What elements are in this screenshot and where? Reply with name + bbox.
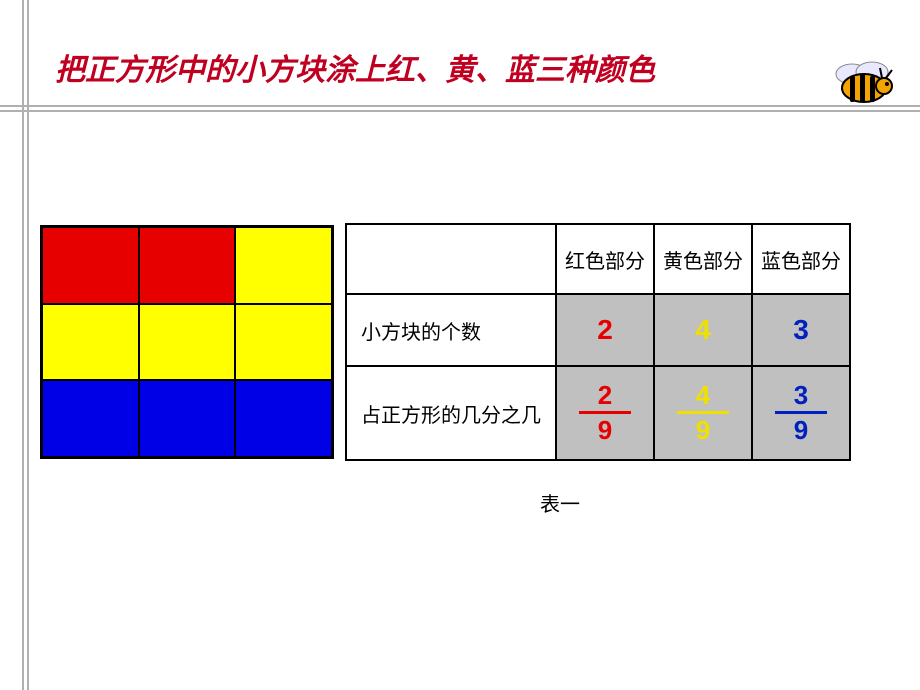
count-red: 2 <box>556 294 654 366</box>
grid-cell-yellow <box>42 304 139 381</box>
page-title: 把正方形中的小方块涂上红、黄、蓝三种颜色 <box>55 45 655 89</box>
grid-cell-red <box>42 227 139 304</box>
row-fraction-label: 占正方形的几分之几 <box>346 366 556 460</box>
bee-icon <box>830 58 900 106</box>
header-red: 红色部分 <box>556 224 654 294</box>
fraction-bar <box>579 411 631 414</box>
data-table: 红色部分 黄色部分 蓝色部分 小方块的个数 2 4 3 占正方形的几分之几 2 … <box>345 223 851 461</box>
grid-cell-yellow <box>235 304 332 381</box>
horizontal-rule-top <box>0 105 920 113</box>
grid-cell-blue <box>235 380 332 457</box>
fraction-yellow: 4 9 <box>654 366 752 460</box>
color-grid <box>40 225 334 459</box>
fraction-bar <box>775 411 827 414</box>
table-caption: 表一 <box>540 488 580 517</box>
count-yellow: 4 <box>654 294 752 366</box>
vertical-rule-left <box>22 0 30 690</box>
fraction-blue: 3 9 <box>752 366 850 460</box>
grid-cell-yellow <box>139 304 236 381</box>
count-blue: 3 <box>752 294 850 366</box>
fraction-red: 2 9 <box>556 366 654 460</box>
grid-cell-blue <box>42 380 139 457</box>
header-yellow: 黄色部分 <box>654 224 752 294</box>
fraction-bar <box>677 411 729 414</box>
grid-cell-red <box>139 227 236 304</box>
table-corner <box>346 224 556 294</box>
grid-cell-blue <box>139 380 236 457</box>
header-blue: 蓝色部分 <box>752 224 850 294</box>
row-count-label: 小方块的个数 <box>346 294 556 366</box>
grid-cell-yellow <box>235 227 332 304</box>
